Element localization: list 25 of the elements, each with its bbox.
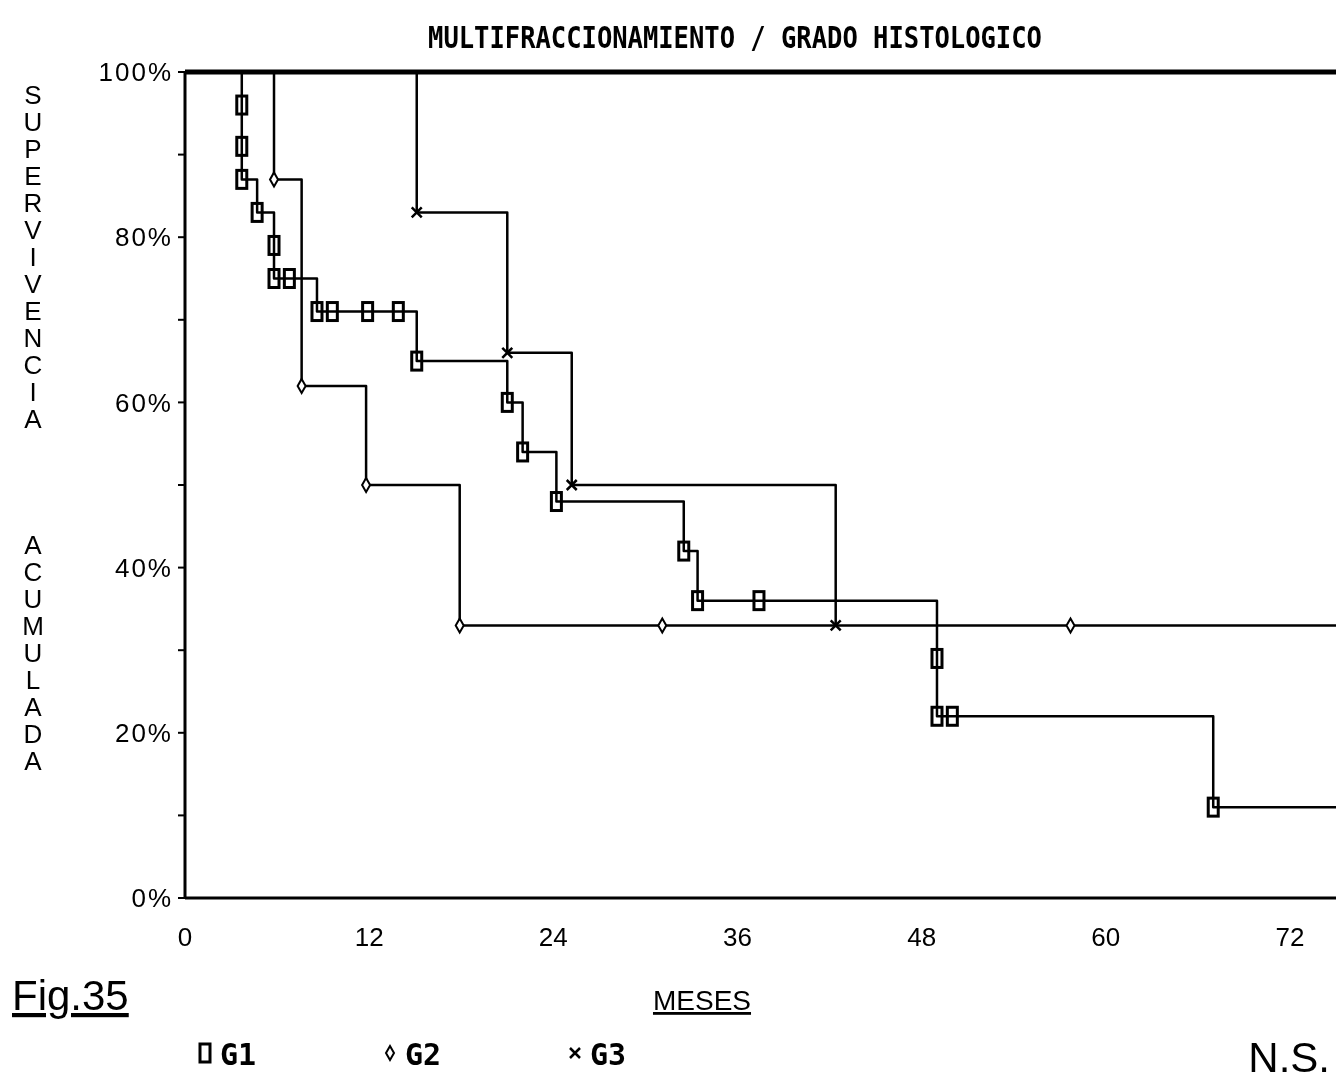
point [501, 346, 514, 360]
y-tick-label: 20% [114, 717, 173, 748]
text: N.S. [1248, 1034, 1330, 1080]
y-tick-label: 40% [114, 552, 173, 583]
y-tick-label: 60% [114, 387, 173, 418]
x-tick-label: 60 [1091, 922, 1121, 952]
point [410, 206, 423, 219]
x-tick-label: 36 [723, 922, 752, 952]
x-axis-title: MESES [652, 985, 752, 1016]
y-tick-label: 80% [114, 222, 173, 253]
x-tick-label: 48 [907, 922, 937, 952]
text: SUPERVIVENCIA ACUMULADA [18, 80, 48, 773]
legend-label: G2 [405, 1037, 442, 1072]
y-tick-label: 100% [98, 57, 173, 88]
x-tick-label: 0 [177, 922, 193, 952]
x-tick-label: 72 [1275, 922, 1305, 952]
point [565, 478, 578, 492]
legend-label: G1 [220, 1037, 257, 1072]
chart-title: MULTIFRACCIONAMIENTO / GRADO HISTOLOGICO [428, 19, 1042, 56]
x-tick-label: 12 [354, 922, 384, 952]
caption: Fig.35 [12, 972, 129, 1019]
legend-label: G3 [590, 1037, 627, 1072]
point [829, 619, 842, 632]
y-tick-label: 0% [131, 883, 173, 914]
x-tick-label: 24 [538, 922, 568, 952]
